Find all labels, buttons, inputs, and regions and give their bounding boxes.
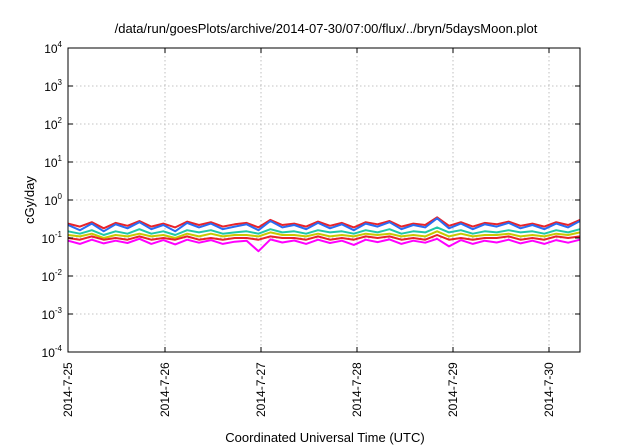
x-tick-label: 2014-7-27 [254, 362, 268, 417]
x-tick-label: 2014-7-26 [158, 362, 172, 417]
x-tick-label: 2014-7-30 [542, 362, 556, 417]
series-line-6 [67, 237, 581, 253]
y-tick-label: 10-4 [42, 344, 63, 360]
y-tick-label: 103 [44, 78, 62, 94]
y-axis-ticks: 10-4 10-3 10-2 10-1 100 101 102 103 104 [42, 40, 580, 360]
y-tick-label: 10-1 [42, 230, 63, 246]
x-axis-label: Coordinated Universal Time (UTC) [225, 430, 424, 445]
series-line-1 [67, 216, 581, 230]
series-line-5 [67, 234, 581, 241]
y-tick-label: 101 [44, 154, 62, 170]
grid [67, 47, 580, 353]
x-tick-label: 2014-7-25 [61, 362, 75, 417]
x-tick-label: 2014-7-29 [446, 362, 460, 417]
x-tick-label: 2014-7-28 [350, 362, 364, 417]
series-line-3 [67, 226, 581, 236]
series-layer [67, 216, 581, 253]
y-tick-label: 104 [44, 40, 62, 56]
y-tick-label: 100 [44, 192, 62, 208]
y-tick-label: 10-2 [42, 268, 63, 284]
y-tick-label: 102 [44, 116, 62, 132]
chart-title: /data/run/goesPlots/archive/2014-07-30/0… [115, 21, 538, 36]
y-tick-label: 10-3 [42, 306, 63, 322]
series-line-4 [67, 230, 581, 239]
x-axis-ticks: 2014-7-25 2014-7-26 2014-7-27 2014-7-28 2014… [61, 48, 556, 417]
y-axis-label: cGy/day [22, 176, 37, 224]
series-line-2 [67, 217, 581, 233]
